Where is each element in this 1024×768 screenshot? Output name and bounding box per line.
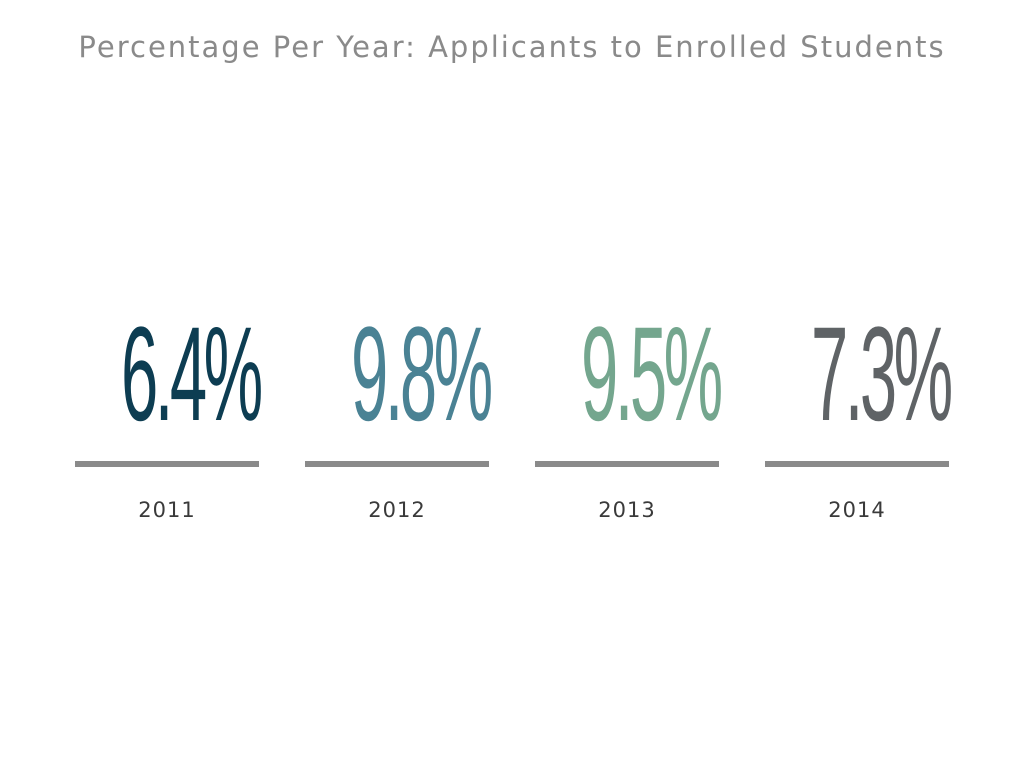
stat-underline-2011 (75, 461, 259, 467)
stat-year-2013: 2013 (598, 498, 656, 522)
stat-2012: 9.8% 2012 (305, 300, 493, 522)
stat-value-2012: 9.8% (351, 300, 493, 449)
stat-year-2014: 2014 (828, 498, 886, 522)
stat-2014: 7.3% 2014 (765, 300, 953, 522)
stat-value-2013: 9.5% (581, 300, 723, 449)
stat-underline-2012 (305, 461, 489, 467)
stat-value-2011: 6.4% (121, 300, 263, 449)
stat-year-2011: 2011 (138, 498, 196, 522)
stat-2011: 6.4% 2011 (75, 300, 263, 522)
stat-underline-2013 (535, 461, 719, 467)
stat-year-2012: 2012 (368, 498, 426, 522)
stat-value-2014: 7.3% (811, 300, 953, 449)
chart-title: Percentage Per Year: Applicants to Enrol… (78, 30, 946, 64)
stat-2013: 9.5% 2013 (535, 300, 723, 522)
stat-underline-2014 (765, 461, 949, 467)
